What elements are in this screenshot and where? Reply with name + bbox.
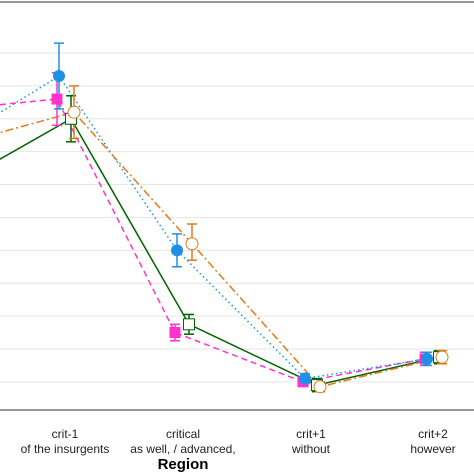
data-point [51,93,63,105]
markers [51,70,449,394]
x-tick-label-sub: as well, / advanced, [130,442,235,456]
data-point [169,327,181,339]
x-tick-label: critical [166,427,200,441]
data-point [183,318,195,331]
data-point [299,372,311,385]
series-line [0,75,428,380]
data-point [421,352,433,365]
series-line [0,98,426,383]
x-tick-label-sub: of the insurgents [21,442,110,456]
x-tick-label-sub: without [291,442,331,456]
x-axis-title: Region [158,456,209,473]
data-point [313,380,327,394]
gridlines [0,52,474,383]
data-point [185,237,199,251]
x-tick-label: crit-1 [52,427,79,441]
data-point [53,70,65,83]
x-tick-label: crit+1 [296,427,326,441]
x-tick-label-sub: however [410,442,455,456]
data-point [171,244,183,257]
x-tick-label: crit+2 [418,427,448,441]
data-point [435,350,449,364]
data-point [67,105,81,119]
